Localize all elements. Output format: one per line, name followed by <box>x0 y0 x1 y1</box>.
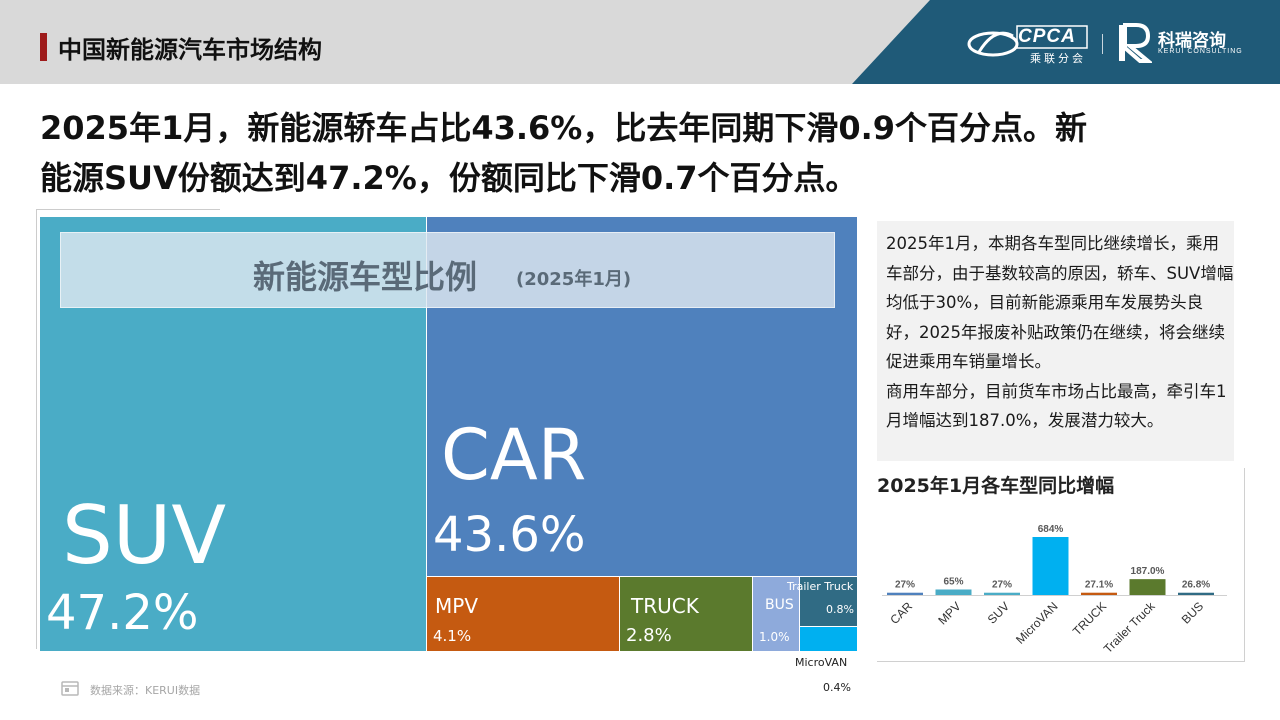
bar-microvan <box>1032 537 1069 595</box>
cpca-logo-text: CPCA <box>1018 26 1076 47</box>
bar-category-label: CAR <box>887 599 915 627</box>
bar-category-label: BUS <box>1179 599 1206 626</box>
title-accent-bar <box>40 33 47 61</box>
treemap-subtitle: (2025年1月) <box>516 269 632 290</box>
treemap-label-suv: SUV <box>62 489 227 582</box>
headline-line-2: 能源SUV份额达到47.2%，份额同比下滑0.7个百分点。 <box>40 159 858 197</box>
headline-line-1: 2025年1月，新能源轿车占比43.6%，比去年同期下滑0.9个百分点。新 <box>40 109 1088 147</box>
bar-category-label: SUV <box>985 599 1012 626</box>
bar-data-label: 27% <box>895 580 915 591</box>
treemap-value-bus: 1.0% <box>759 630 790 644</box>
bar-data-label: 684% <box>1038 524 1064 535</box>
bar-chart: 27% CAR 65% MPV 27% SUV 684% MicroVAN 27.1% TRUCK… <box>882 524 1227 656</box>
kerui-logo-icon <box>1119 23 1152 63</box>
cpca-logo-subtext: 乘联分会 <box>1030 52 1086 65</box>
bar-category-label: Trailer Truck <box>1101 599 1158 656</box>
bar-data-label: 26.8% <box>1182 580 1210 591</box>
treemap-tile-trailer-truck <box>800 577 857 626</box>
bar-category-label: MPV <box>935 599 963 627</box>
treemap-title-box <box>60 232 835 308</box>
treemap-tile-bus <box>753 577 799 651</box>
kerui-logo-text: 科瑞咨询 <box>1158 31 1226 51</box>
treemap-label-truck: TRUCK <box>631 594 699 618</box>
bar-mpv <box>935 589 972 595</box>
treemap-frame-vline <box>36 209 37 649</box>
commentary-text: 2025年1月，本期各车型同比继续增长，乘用车部分，由于基数较高的原因，轿车、S… <box>886 229 1234 436</box>
treemap-value-car: 43.6% <box>433 507 586 563</box>
kerui-logo-english: KERUI CONSULTING <box>1158 48 1243 55</box>
bar-data-label: 27.1% <box>1085 580 1113 591</box>
treemap-label-microvan: MicroVAN <box>795 656 848 669</box>
treemap-value-microvan: 0.4% <box>823 681 851 694</box>
bar-trailer-truck <box>1129 579 1166 595</box>
bar-car <box>887 592 923 595</box>
treemap-tile-mpv <box>427 577 619 651</box>
commentary-paragraph-1: 2025年1月，本期各车型同比继续增长，乘用车部分，由于基数较高的原因，轿车、S… <box>886 234 1234 371</box>
bar-category-label: TRUCK <box>1070 599 1109 638</box>
commentary-paragraph-2: 商用车部分，目前货车市场占比最高，牵引车1月增幅达到187.0%，发展潜力较大。 <box>886 381 1227 431</box>
bar-suv <box>984 592 1020 595</box>
page-title: 中国新能源汽车市场结构 <box>58 36 322 64</box>
bar-bus <box>1178 592 1214 595</box>
treemap-tile-microvan <box>800 627 857 651</box>
data-source: 数据来源：KERUI数据 <box>90 684 201 697</box>
header-brand-band <box>852 0 1280 84</box>
bar-category-label: MicroVAN <box>1013 599 1060 646</box>
treemap-label-mpv: MPV <box>435 594 478 618</box>
bar-truck <box>1081 592 1117 595</box>
commentary-box <box>877 221 1234 461</box>
bar-data-label: 187.0% <box>1131 566 1165 577</box>
treemap-tile-truck <box>620 577 752 651</box>
treemap-value-suv: 47.2% <box>46 585 199 641</box>
treemap-value-trailer-truck: 0.8% <box>826 603 854 616</box>
treemap-value-mpv: 4.1% <box>433 627 472 645</box>
logo-separator <box>1102 34 1103 54</box>
treemap-label-bus: BUS <box>765 597 794 613</box>
bar-data-label: 27% <box>992 580 1012 591</box>
treemap-label-trailer-truck: Trailer Truck <box>787 580 854 593</box>
headline: 2025年1月，新能源轿车占比43.6%，比去年同期下滑0.9个百分点。新 能源… <box>40 103 1240 203</box>
bar-data-label: 65% <box>943 576 963 587</box>
bar-chart-frame-bottom <box>877 661 1245 662</box>
data-source-icon <box>61 681 79 696</box>
treemap-frame-line <box>36 209 220 210</box>
bar-chart-frame-right <box>1244 468 1245 661</box>
treemap-title: 新能源车型比例 <box>253 258 478 296</box>
treemap-label-car: CAR <box>441 414 587 496</box>
treemap-value-truck: 2.8% <box>626 625 672 646</box>
bar-chart-title: 2025年1月各车型同比增幅 <box>877 475 1115 497</box>
cpca-logo-icon <box>967 25 1088 57</box>
